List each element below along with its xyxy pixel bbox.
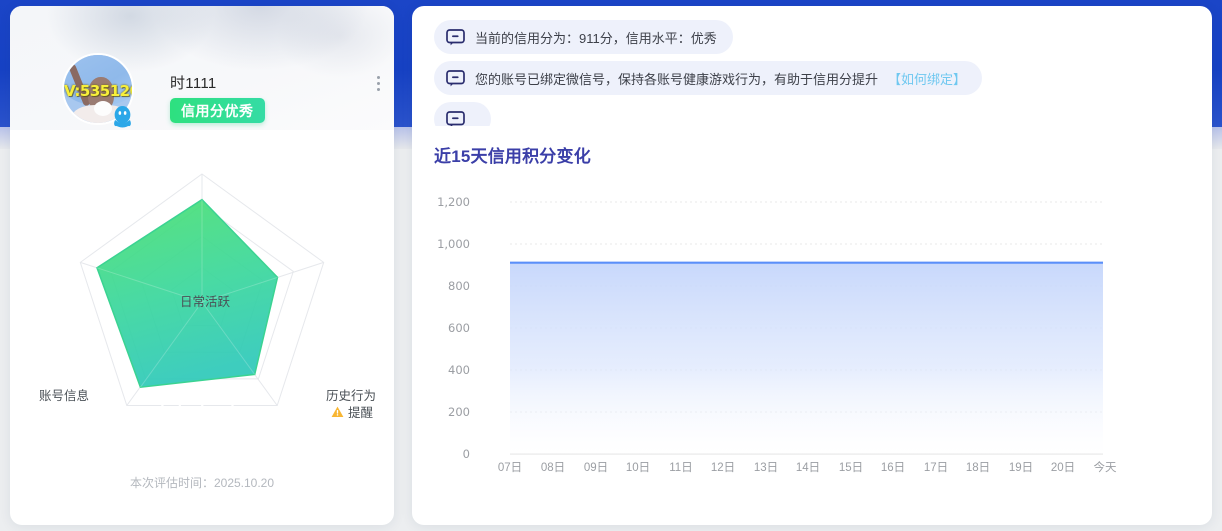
notice-text: 您的账号已绑定微信号，保持各账号健康游戏行为，有助于信用分提升 <box>475 71 879 87</box>
x-axis-tick: 09日 <box>583 462 609 474</box>
more-options-icon[interactable] <box>372 76 384 91</box>
radar-data-polygon <box>96 198 279 389</box>
notice-item-clipped <box>434 102 491 126</box>
warning-triangle-icon <box>331 406 344 417</box>
notice-list: 当前的信用分为：911分，信用水平：优秀 您的账号已绑定微信号，保持各账号健康游… <box>434 20 1194 126</box>
avatar-highlight-shape <box>94 101 112 116</box>
x-axis-tick: 今天 <box>1093 462 1117 474</box>
assessment-time: 本次评估时间：2025.10.20 <box>129 476 275 490</box>
x-axis-tick: 07日 <box>497 462 523 474</box>
qq-penguin-icon <box>114 106 131 128</box>
credit-trend-chart-svg <box>510 201 1103 455</box>
y-axis-tick: 800 <box>448 279 470 293</box>
radar-axis-label-account: 账号信息 <box>39 389 90 403</box>
x-axis-tick: 08日 <box>540 462 566 474</box>
how-to-bind-link[interactable]: 【如何绑定】 <box>888 71 967 87</box>
radar-axis-label-history: 历史行为 <box>326 389 377 403</box>
message-bubble-icon <box>446 69 465 86</box>
chart-title: 近15天信用积分变化 <box>434 147 591 166</box>
radar-axis-label-security: 安全贡献 <box>279 524 329 525</box>
x-axis-tick: 12日 <box>710 462 736 474</box>
credit-trend-chart: 1,200 1,000 800 600 400 200 0 07日 08日 09… <box>412 176 1212 496</box>
profile-card: V:535120 时1111 信用分优秀 <box>10 6 394 525</box>
y-axis-tick: 0 <box>462 447 470 461</box>
y-axis-tick: 600 <box>448 321 470 335</box>
y-axis-tick: 200 <box>448 405 470 419</box>
x-axis-tick: 15日 <box>838 462 864 474</box>
history-warning-text: 提醒 <box>348 406 374 420</box>
credit-detail-card: 当前的信用分为：911分，信用水平：优秀 您的账号已绑定微信号，保持各账号健康游… <box>412 6 1212 525</box>
radar-chart: 日常活跃 历史行为 安全贡献 游戏资产 账号信息 提醒 911 <box>10 130 394 450</box>
notice-item: 当前的信用分为：911分，信用水平：优秀 <box>434 20 733 54</box>
y-axis-tick: 1,000 <box>437 237 470 251</box>
radar-axis-label-assets: 游戏资产 <box>84 524 134 525</box>
x-axis-tick: 10日 <box>625 462 651 474</box>
chart-area-fill <box>510 262 1103 454</box>
x-axis-tick: 13日 <box>753 462 779 474</box>
notice-text: 当前的信用分为：911分，信用水平：优秀 <box>475 30 717 46</box>
x-axis-tick: 18日 <box>965 462 991 474</box>
x-axis-tick: 11日 <box>669 462 693 474</box>
message-bubble-icon <box>446 28 465 45</box>
history-warning: 提醒 <box>331 402 373 421</box>
x-axis-tick: 19日 <box>1008 462 1034 474</box>
x-axis-tick: 17日 <box>923 462 949 474</box>
x-axis-tick: 16日 <box>880 462 906 474</box>
x-axis-tick: 14日 <box>795 462 821 474</box>
x-axis-tick: 20日 <box>1050 462 1076 474</box>
avatar-watermark-text: V:535120 <box>64 82 134 100</box>
profile-name: 时1111 <box>170 75 217 92</box>
y-axis-tick: 400 <box>448 363 470 377</box>
radar-axis-label-daily: 日常活跃 <box>180 295 231 309</box>
avatar[interactable]: V:535120 <box>62 53 138 129</box>
notice-item: 您的账号已绑定微信号，保持各账号健康游戏行为，有助于信用分提升 【如何绑定】 <box>434 61 983 95</box>
message-bubble-icon <box>446 110 465 126</box>
radar-chart-svg <box>79 173 325 406</box>
y-axis-tick: 1,200 <box>437 195 470 209</box>
credit-level-badge: 信用分优秀 <box>170 98 265 123</box>
